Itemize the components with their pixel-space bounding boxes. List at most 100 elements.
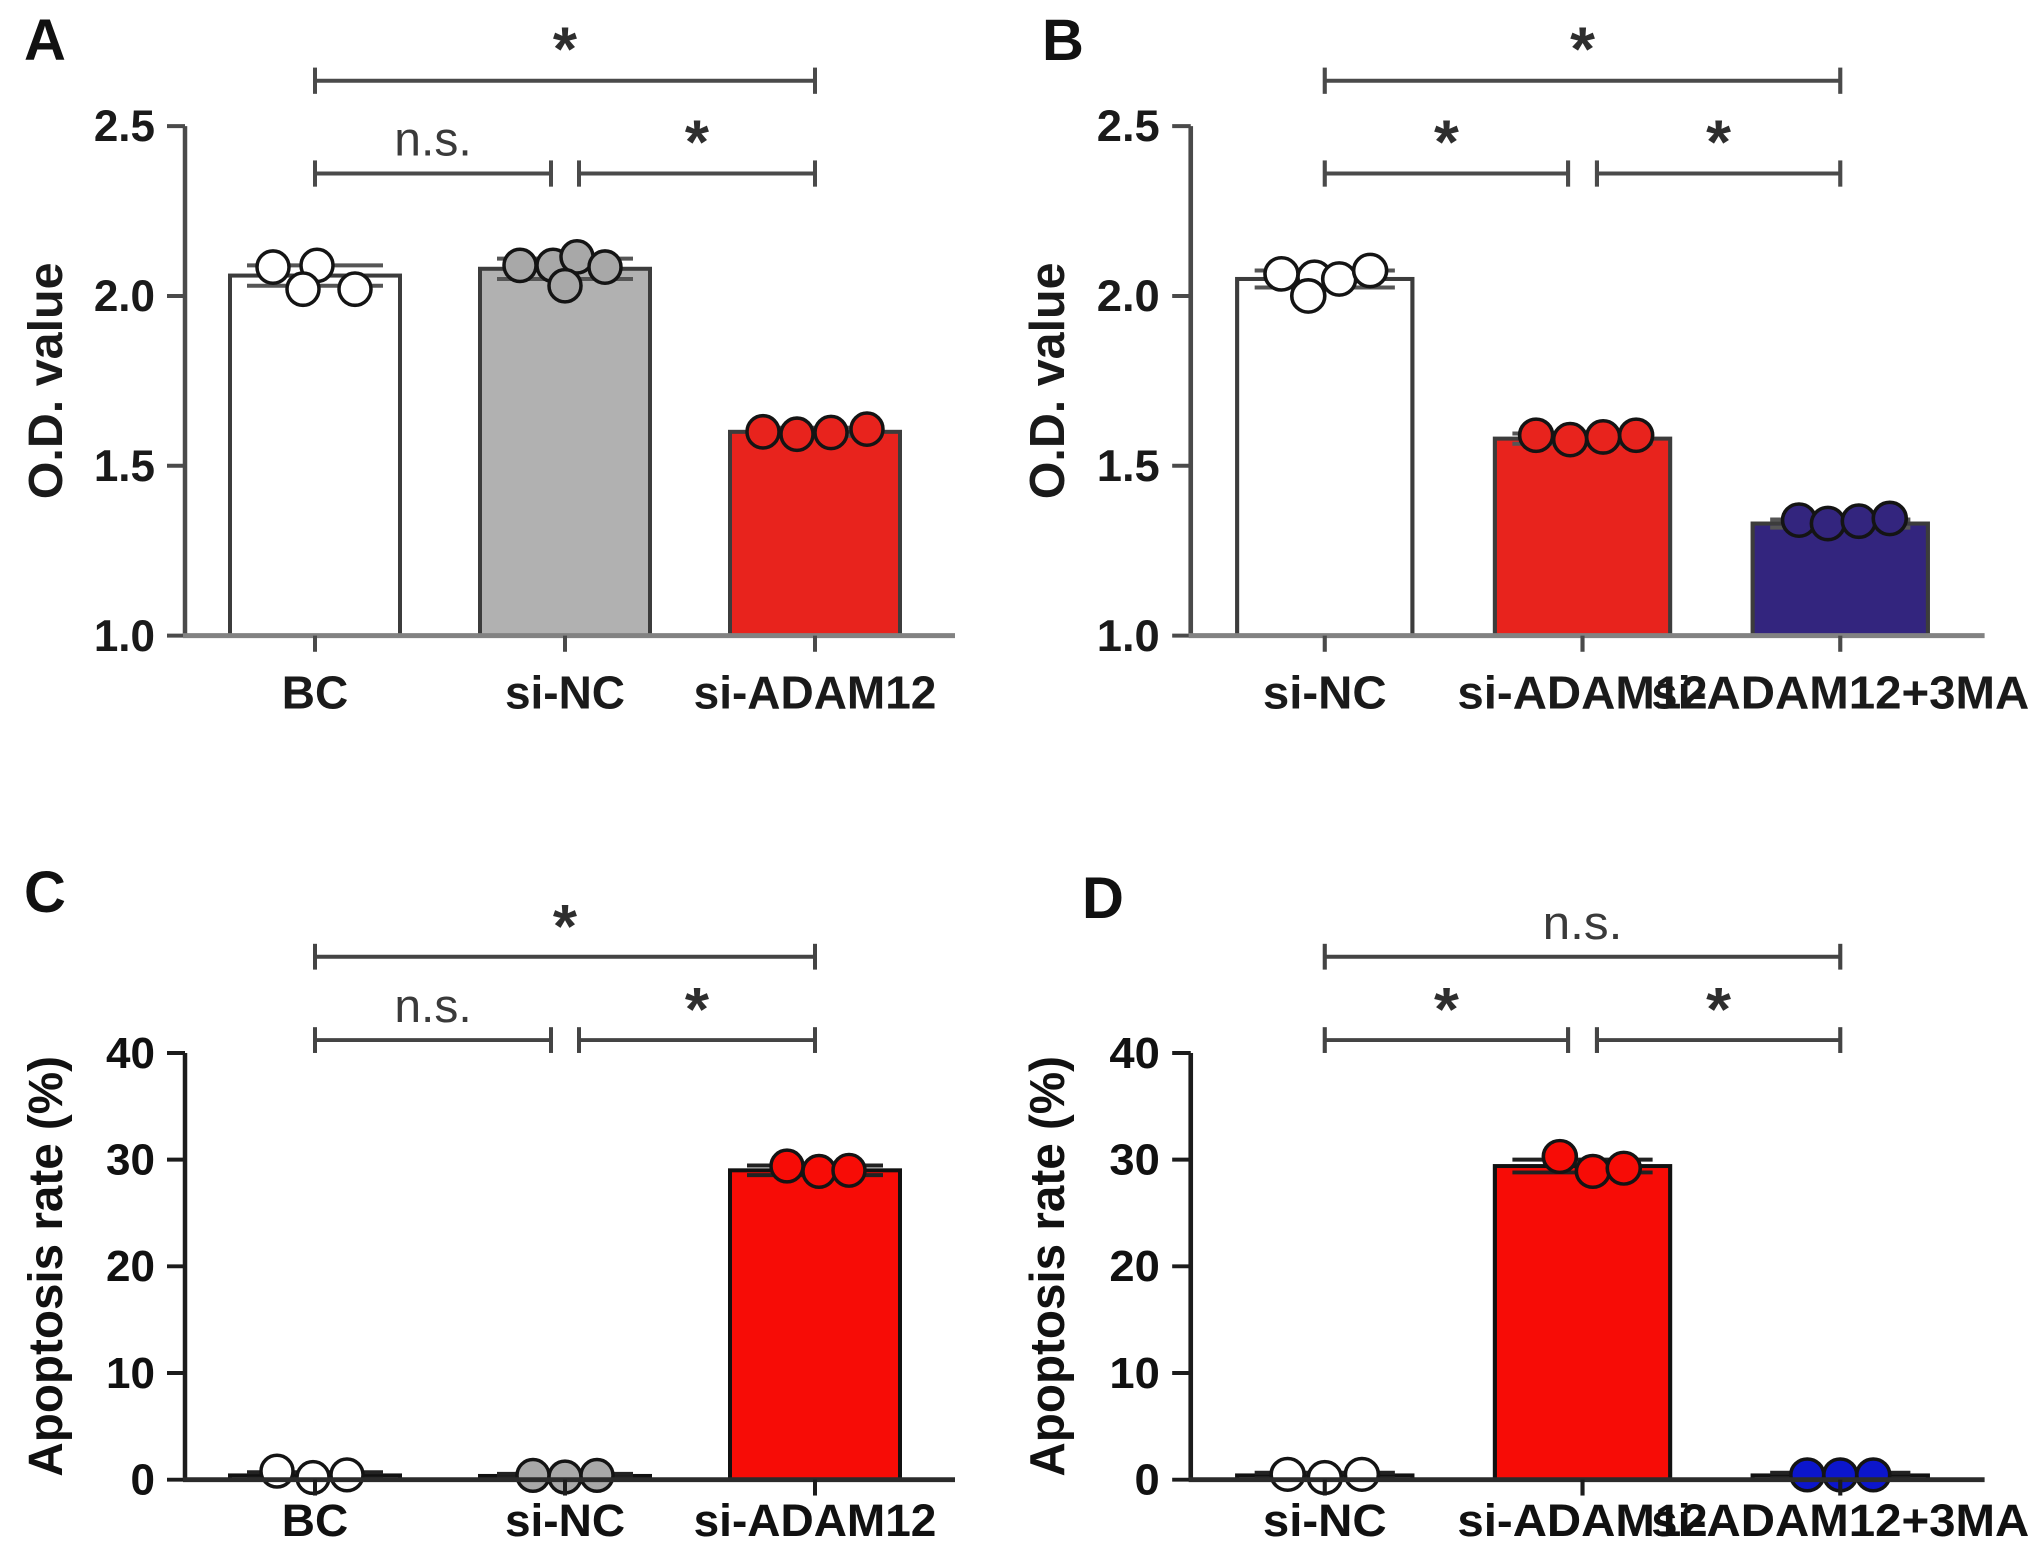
panel-c: C 0 10 20 30 40 BC si-NC si-ADAM12 Apoptosis rat… (0, 790, 1000, 1567)
x-category-label: si-ADAM12 (694, 666, 937, 718)
data-point (801, 1153, 837, 1189)
sig-label: * (553, 892, 577, 961)
data-point (1269, 1456, 1306, 1492)
data-point (849, 411, 885, 448)
data-point (831, 1152, 867, 1188)
panel-a-chart: 1.0 1.5 2.0 2.5 BC si-NC si-ADAM12 O.D. value * n… (19, 15, 955, 718)
sig-label: * (685, 975, 709, 1044)
data-point (1289, 278, 1327, 314)
data-point (1343, 1456, 1381, 1492)
data-point (1871, 500, 1909, 537)
data-point (1517, 417, 1555, 454)
bar-si-NC (478, 266, 652, 638)
data-point (1617, 417, 1655, 454)
sig-label: * (1434, 975, 1459, 1044)
sig-label: * (1706, 975, 1731, 1044)
panel-c-chart: 0 10 20 30 40 BC si-NC si-ADAM12 Apoptosis rate … (20, 892, 955, 1546)
bar-si-ADAM12 (1492, 436, 1673, 638)
panel-b: B 1.0 1.5 2.0 2.5 si-NC si-ADAM12 si-ADAM12+3M… (1000, 0, 2031, 790)
y-tick-label: 30 (106, 1136, 155, 1185)
x-category-label: si-ADAM12 (1457, 1495, 1707, 1546)
data-point (1788, 1457, 1826, 1493)
data-point (1605, 1150, 1643, 1186)
y-tick-label: 40 (106, 1029, 155, 1078)
data-point (1551, 421, 1589, 458)
sig-label: * (553, 15, 578, 84)
data-point (285, 271, 321, 308)
x-category-label: si-ADAM12 (1457, 667, 1707, 718)
y-axis-title: O.D. value (1020, 262, 1075, 499)
x-category-label: si-ADAM12+3MA (1651, 1495, 2029, 1546)
data-point (547, 267, 583, 304)
y-tick-label: 0 (131, 1456, 155, 1505)
data-point (1584, 419, 1622, 455)
data-point (1351, 252, 1389, 289)
sig-label: * (1706, 108, 1731, 177)
y-tick-label: 1.0 (94, 612, 155, 661)
data-point (329, 1457, 365, 1493)
y-tick-label: 20 (1109, 1243, 1159, 1291)
bar-si-ADAM12 (728, 1168, 902, 1482)
y-tick-label: 1.5 (1097, 440, 1160, 490)
bar-si-ADAM12 (1492, 1164, 1673, 1482)
bar-BC (228, 273, 402, 638)
sig-label: * (685, 108, 710, 177)
y-tick-label: 1.0 (1097, 610, 1160, 660)
data-point (769, 1148, 805, 1184)
data-point (745, 413, 781, 450)
y-tick-label: 2.0 (94, 272, 155, 321)
x-category-label: si-NC (505, 666, 625, 718)
data-point (337, 271, 373, 308)
sig-label: n.s. (394, 112, 471, 166)
panel-d-letter: D (1082, 866, 1124, 931)
x-category-label: si-NC (1263, 667, 1387, 718)
data-point (259, 1453, 295, 1489)
panel-a: A 1.0 1.5 2.0 2.5 BC si-NC si-ADAM12 O.D. value… (0, 0, 1000, 790)
panel-d: D 0 10 20 30 40 si-NC si-ADAM12 si-ADAM12+3MA Ap… (1000, 790, 2031, 1567)
x-category-label: BC (282, 1495, 348, 1546)
x-category-label: BC (282, 666, 348, 718)
x-category-label: si-ADAM12 (694, 1495, 937, 1546)
y-tick-label: 20 (106, 1242, 155, 1291)
data-point (813, 414, 849, 451)
panel-b-letter: B (1042, 8, 1084, 73)
y-tick-label: 40 (1109, 1030, 1159, 1078)
data-point (779, 416, 815, 453)
y-tick-label: 2.0 (1097, 271, 1160, 321)
sig-label: n.s. (1543, 897, 1623, 950)
y-tick-label: 0 (1135, 1456, 1160, 1504)
data-point (515, 1457, 551, 1494)
y-axis-title: Apoptosis rate (%) (1020, 1056, 1075, 1477)
x-category-label: si-NC (505, 1495, 625, 1546)
y-tick-label: 2.5 (1097, 101, 1160, 151)
bar-si-ADAM12+3MA (1750, 521, 1930, 638)
data-point (1854, 1457, 1892, 1493)
panel-c-letter: C (24, 860, 66, 925)
data-point (1320, 261, 1358, 297)
data-point (255, 249, 291, 285)
sig-label: n.s. (394, 980, 471, 1033)
data-point (579, 1457, 615, 1494)
y-axis-title: O.D. value (19, 262, 73, 499)
data-point (1809, 505, 1847, 542)
panel-a-letter: A (24, 8, 66, 73)
bar-si-NC (1235, 276, 1415, 638)
data-point (587, 249, 623, 285)
sig-label: * (1434, 108, 1459, 177)
data-point (1574, 1153, 1612, 1189)
y-axis-title: Apoptosis rate (%) (20, 1056, 73, 1477)
x-category-label: si-NC (1263, 1495, 1387, 1546)
sig-label: * (1570, 15, 1595, 84)
y-tick-label: 1.5 (94, 442, 155, 491)
bar-si-ADAM12 (728, 429, 902, 638)
data-point (502, 247, 538, 284)
y-tick-label: 10 (106, 1349, 155, 1398)
y-tick-label: 2.5 (94, 102, 155, 151)
data-point (1840, 503, 1878, 540)
data-point (1263, 255, 1300, 292)
y-tick-label: 30 (1109, 1136, 1159, 1184)
y-tick-label: 10 (1109, 1350, 1159, 1398)
